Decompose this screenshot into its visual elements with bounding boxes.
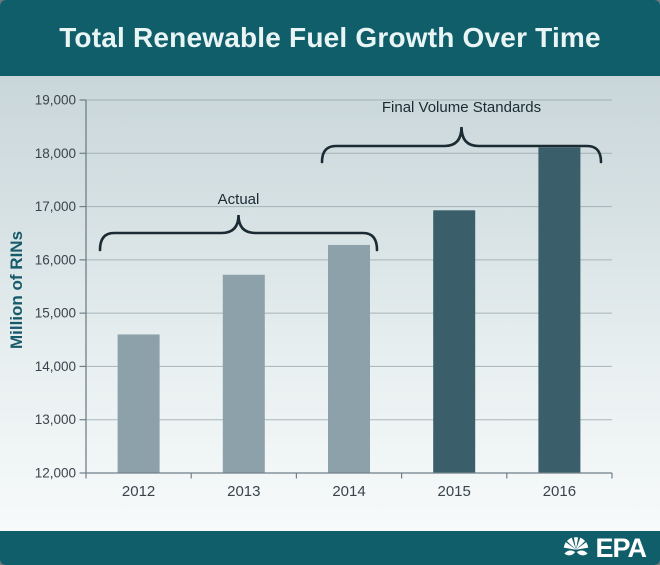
annotation-label-actual: Actual bbox=[218, 191, 260, 208]
x-label-2012: 2012 bbox=[122, 483, 155, 500]
annotation-label-final-volume-standards: Final Volume Standards bbox=[382, 99, 541, 116]
bar-2012 bbox=[117, 334, 160, 473]
y-tick-label-16000: 16,000 bbox=[35, 252, 76, 267]
y-tick-label-19000: 19,000 bbox=[35, 93, 76, 108]
x-label-2015: 2015 bbox=[438, 483, 471, 500]
x-label-2016: 2016 bbox=[543, 483, 576, 500]
bar-2016 bbox=[538, 147, 581, 473]
brace-final-volume-standards bbox=[320, 126, 603, 164]
y-tick-label-17000: 17,000 bbox=[35, 199, 76, 214]
chart-title: Total Renewable Fuel Growth Over Time bbox=[59, 22, 601, 53]
epa-wordmark: EPA bbox=[595, 532, 647, 563]
bar-2014 bbox=[328, 244, 370, 473]
footer-banner: EPA bbox=[0, 531, 660, 565]
x-label-2014: 2014 bbox=[332, 483, 365, 500]
y-tick-label-15000: 15,000 bbox=[35, 306, 76, 321]
x-label-2013: 2013 bbox=[227, 483, 260, 500]
brace-actual bbox=[98, 214, 379, 252]
y-tick-label-13000: 13,000 bbox=[35, 412, 76, 427]
y-axis-title: Million of RINs bbox=[7, 231, 26, 349]
bar-2013 bbox=[222, 274, 265, 473]
epa-logo: EPA bbox=[560, 532, 647, 564]
chart-area: 12,000 13,000 14,000 15,000 16,000 17,000 18,0… bbox=[0, 76, 660, 531]
header-banner: Total Renewable Fuel Growth Over Time bbox=[0, 0, 660, 76]
y-tick-label-18000: 18,000 bbox=[35, 146, 76, 161]
bar-2015 bbox=[433, 210, 476, 473]
y-tick-label-14000: 14,000 bbox=[35, 359, 76, 374]
y-tick-label-12000: 12,000 bbox=[35, 466, 76, 481]
bar-chart: 12,000 13,000 14,000 15,000 16,000 17,000 18,0… bbox=[7, 93, 613, 500]
epa-flower-icon bbox=[564, 537, 589, 556]
